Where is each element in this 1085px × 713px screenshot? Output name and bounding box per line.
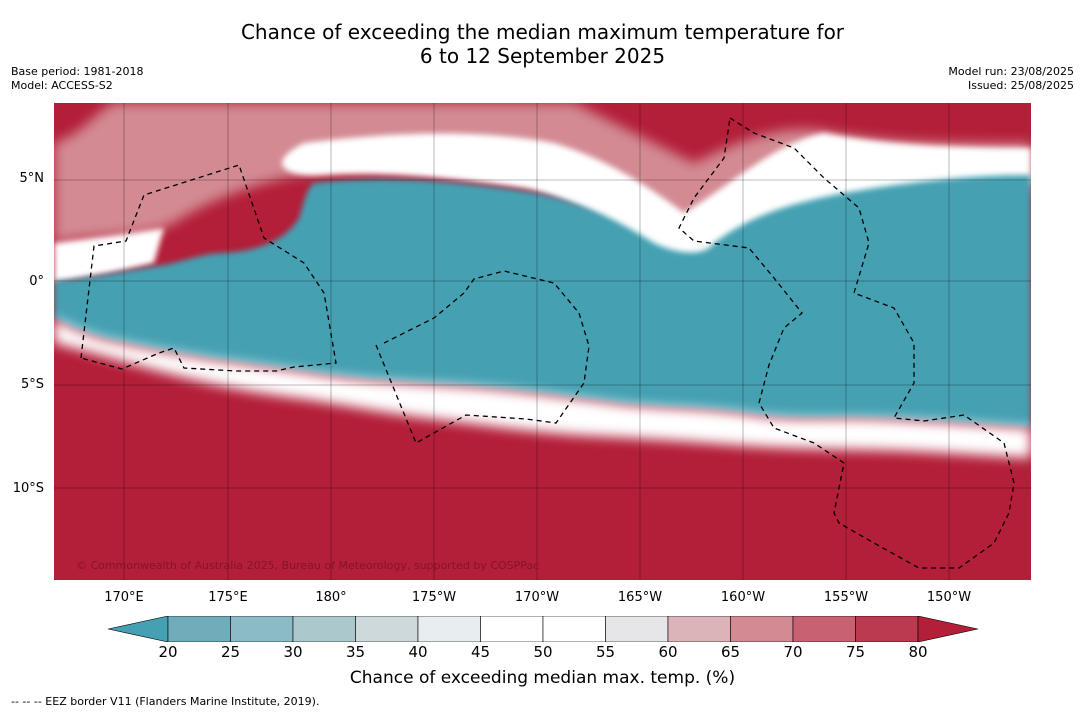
- colorbar-extend-high: [917, 616, 978, 642]
- lon-label-170w: 170°W: [514, 590, 560, 605]
- colorbar-tick-label: 30: [283, 643, 303, 661]
- colorbar-segment: [792, 616, 856, 642]
- colorbar-segment: [292, 616, 356, 642]
- colorbar-segment: [355, 616, 419, 642]
- northern-white-band: [54, 133, 1031, 283]
- lon-label-150w: 150°W: [926, 590, 972, 605]
- colorbar-segment: [230, 616, 294, 642]
- model-run: Model run: 23/08/2025: [948, 65, 1074, 78]
- colorbar-tick-label: 70: [783, 643, 803, 661]
- colorbar-segment: [167, 616, 231, 642]
- colorbar-tick-label: 55: [595, 643, 616, 661]
- colorbar-segment: [480, 616, 544, 642]
- colorbar-segment: [417, 616, 481, 642]
- colorbar-tick-label: 20: [158, 643, 178, 661]
- lat-label-10s: 10°S: [12, 481, 44, 496]
- title-line-1: Chance of exceeding the median maximum t…: [240, 20, 845, 44]
- colorbar: [108, 616, 978, 642]
- forecast-map: [54, 103, 1031, 580]
- lon-label-155w: 155°W: [823, 590, 869, 605]
- model-name: Model: ACCESS-S2: [11, 79, 113, 92]
- meta-left: Base period: 1981-2018 Model: ACCESS-S2: [11, 65, 143, 93]
- lon-label-175w: 175°W: [411, 590, 457, 605]
- lon-label-165w: 165°W: [617, 590, 663, 605]
- colorbar-tick-label: 25: [220, 643, 241, 661]
- colorbar-segment: [667, 616, 731, 642]
- title-line-2: 6 to 12 September 2025: [419, 44, 666, 68]
- lat-label-5n: 5°N: [19, 171, 45, 186]
- lon-label-175e: 175°E: [208, 590, 248, 605]
- colorbar-segment: [542, 616, 606, 642]
- map-title: Chance of exceeding the median maximum t…: [0, 20, 1085, 68]
- map-canvas: [54, 103, 1031, 580]
- copyright-notice: © Commonwealth of Australia 2025, Bureau…: [76, 559, 540, 572]
- lon-label-170e: 170°E: [104, 590, 144, 605]
- base-period: Base period: 1981-2018: [11, 65, 144, 78]
- colorbar-tick-label: 35: [345, 643, 366, 661]
- below-median-region: [54, 175, 1031, 428]
- colorbar-tick-label: 65: [720, 643, 741, 661]
- eez-footnote: -- -- -- EEZ border V11 (Flanders Marine…: [11, 695, 320, 708]
- eez-borders: [80, 117, 1015, 569]
- colorbar-tick-label: 50: [533, 643, 553, 661]
- lon-label-160w: 160°W: [720, 590, 766, 605]
- colorbar-segment: [730, 616, 794, 642]
- colorbar-title: Chance of exceeding median max. temp. (%…: [349, 668, 736, 688]
- lat-label-0: 0°: [29, 274, 44, 289]
- lat-label-5s: 5°S: [20, 377, 44, 392]
- colorbar-segment: [855, 616, 919, 642]
- colorbar-tick-label: 45: [470, 643, 491, 661]
- colorbar-segments: [108, 616, 978, 642]
- colorbar-segment: [605, 616, 669, 642]
- southern-transition-band: [54, 318, 1031, 458]
- lon-label-180: 180°: [315, 590, 347, 605]
- issued-date: Issued: 25/08/2025: [967, 79, 1074, 92]
- colorbar-tick-label: 60: [658, 643, 678, 661]
- colorbar-tick-label: 75: [845, 643, 866, 661]
- colorbar-extend-low: [108, 616, 169, 642]
- graticule: [54, 103, 1031, 580]
- colorbar-tick-label: 80: [908, 643, 928, 661]
- colorbar-tick-label: 40: [408, 643, 428, 661]
- meta-right: Model run: 23/08/2025 Issued: 25/08/2025: [948, 65, 1074, 93]
